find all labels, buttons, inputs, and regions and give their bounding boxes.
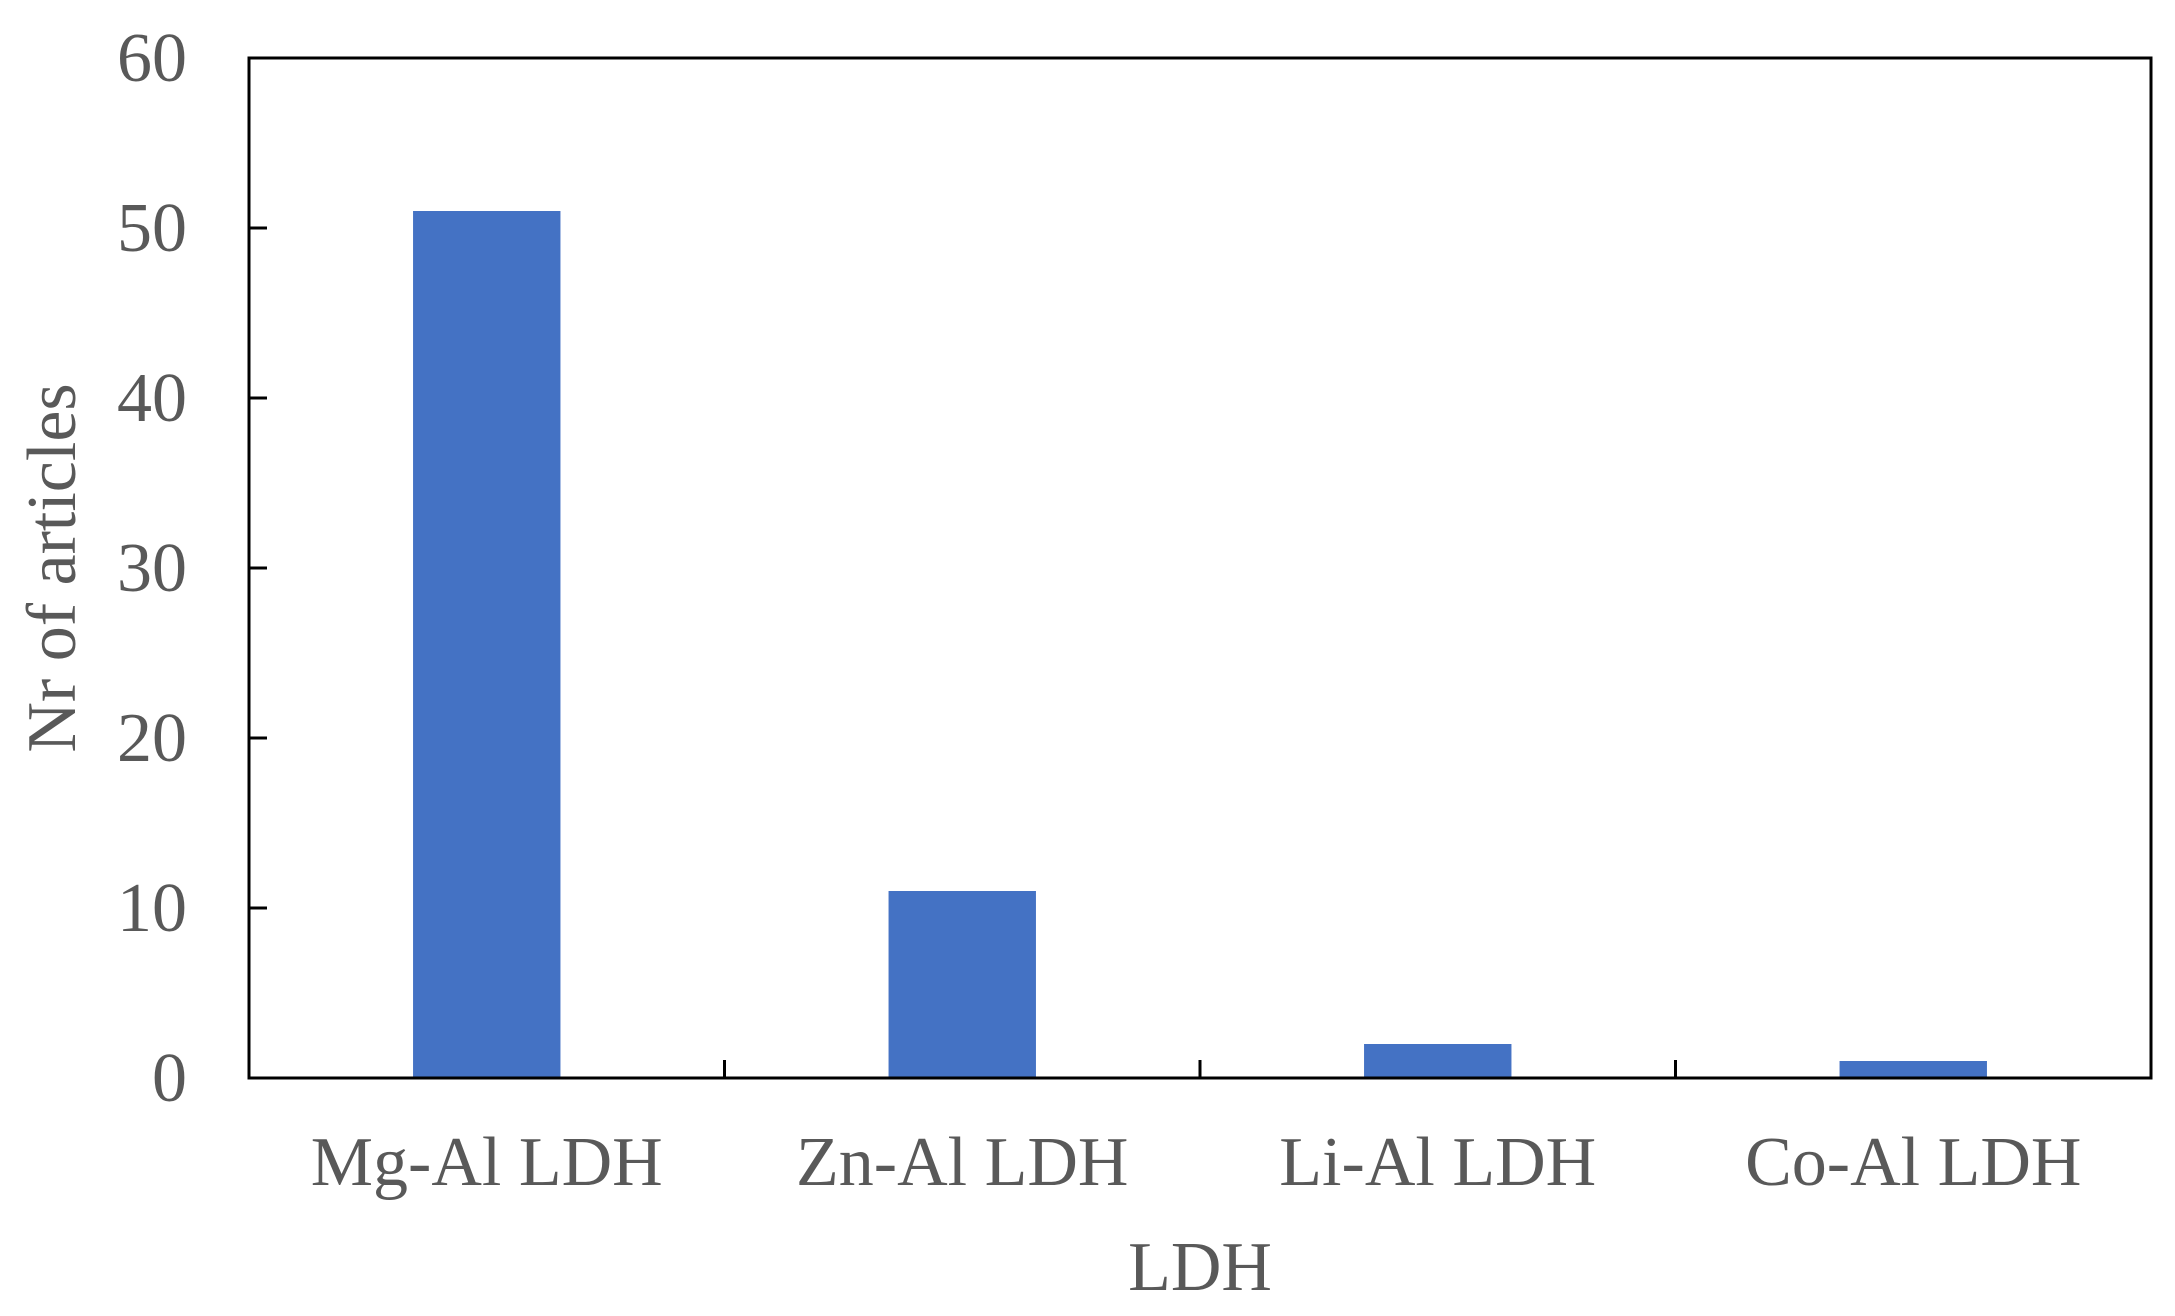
y-tick-label: 0 xyxy=(152,1040,187,1117)
y-tick-label: 50 xyxy=(117,190,187,267)
y-tick-label: 10 xyxy=(117,870,187,947)
bar-zn-al-ldh xyxy=(888,891,1036,1078)
y-tick-label: 40 xyxy=(117,360,187,437)
y-tick-label: 60 xyxy=(117,20,187,97)
y-axis-title: Nr of articles xyxy=(14,383,91,752)
bars-group xyxy=(413,211,1987,1078)
bar-mg-al-ldh xyxy=(413,211,561,1078)
bar-co-al-ldh xyxy=(1839,1061,1987,1078)
y-tick-label: 30 xyxy=(117,530,187,607)
x-tick-label: Co-Al LDH xyxy=(1745,1124,2081,1201)
x-axis-title: LDH xyxy=(1128,1229,1272,1306)
y-tick-label: 20 xyxy=(117,700,187,777)
x-tick-label: Mg-Al LDH xyxy=(311,1124,663,1201)
x-tick-label: Li-Al LDH xyxy=(1279,1124,1596,1201)
x-axis-tick-labels: Mg-Al LDH Zn-Al LDH Li-Al LDH Co-Al LDH xyxy=(311,1124,2082,1201)
y-axis-tick-labels: 0 10 20 30 40 50 60 xyxy=(117,20,187,1117)
x-tick-label: Zn-Al LDH xyxy=(796,1124,1128,1201)
bar-li-al-ldh xyxy=(1364,1044,1512,1078)
x-axis-ticks xyxy=(249,56,1677,1080)
